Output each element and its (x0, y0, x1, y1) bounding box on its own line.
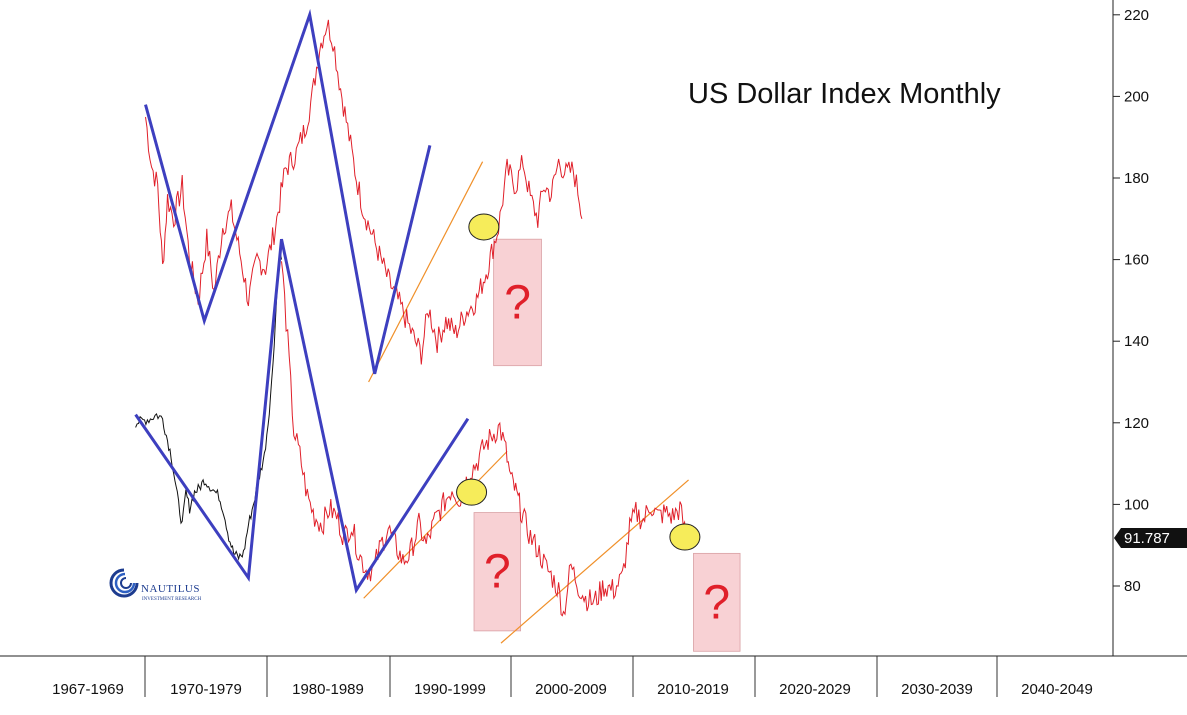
y-tick-label: 180 (1124, 170, 1149, 187)
y-tick-label: 220 (1124, 7, 1149, 24)
trendline (368, 161, 484, 383)
zigzag-line (134, 238, 470, 594)
series-upper-shifted (145, 19, 583, 365)
highlight-circles (456, 213, 701, 551)
question-mark: ? (504, 276, 531, 329)
y-axis: 80 100 120 140 160 180 200 220 (1113, 7, 1149, 595)
logo-name: NAUTILUS (141, 583, 200, 595)
last-price-label: 91.787 (1114, 528, 1187, 548)
question-boxes (473, 238, 741, 652)
y-tick-label: 80 (1124, 578, 1141, 595)
x-tick-label: 2000-2009 (535, 681, 607, 698)
x-tick-label: 1980-1989 (292, 681, 364, 698)
series-pre-1971 (135, 252, 282, 561)
question-box (693, 552, 741, 652)
x-tick-label: 1990-1999 (414, 681, 486, 698)
question-box (473, 512, 522, 632)
trendline (363, 450, 508, 599)
question-box (493, 238, 542, 367)
nautilus-logo-icon (109, 568, 139, 598)
question-mark: ? (484, 546, 511, 599)
y-tick-label: 200 (1124, 88, 1149, 105)
zigzag-lines (134, 8, 470, 594)
price-series (135, 19, 687, 617)
y-tick-label: 120 (1124, 415, 1149, 432)
highlight-circle (468, 213, 500, 241)
x-tick-label: 2040-2049 (1021, 681, 1093, 698)
x-tick-label: 2010-2019 (657, 681, 729, 698)
question-mark: ? (703, 576, 730, 629)
highlight-circle (456, 478, 488, 506)
last-price-text: 91.787 (1124, 530, 1170, 547)
chart-title: US Dollar Index Monthly (688, 78, 1001, 110)
highlight-circle (669, 523, 701, 551)
zigzag-line (144, 8, 432, 375)
logo-subtitle: INVESTMENT RESEARCH (142, 597, 202, 602)
y-tick-label: 140 (1124, 333, 1149, 350)
x-tick-label: 2030-2039 (901, 681, 973, 698)
nautilus-logo: NAUTILUS INVESTMENT RESEARCH (109, 568, 202, 602)
trendlines (363, 161, 689, 644)
trendline (500, 479, 689, 644)
x-tick-label: 2020-2029 (779, 681, 851, 698)
series-actual (281, 261, 687, 617)
y-tick-label: 100 (1124, 496, 1149, 513)
x-tick-label: 1970-1979 (170, 681, 242, 698)
y-tick-label: 160 (1124, 252, 1149, 269)
question-marks: ??? (484, 276, 730, 629)
x-axis: 1967-1969 1970-1979 1980-1989 1990-1999 2000… (52, 656, 1093, 698)
x-tick-label: 1967-1969 (52, 681, 124, 698)
